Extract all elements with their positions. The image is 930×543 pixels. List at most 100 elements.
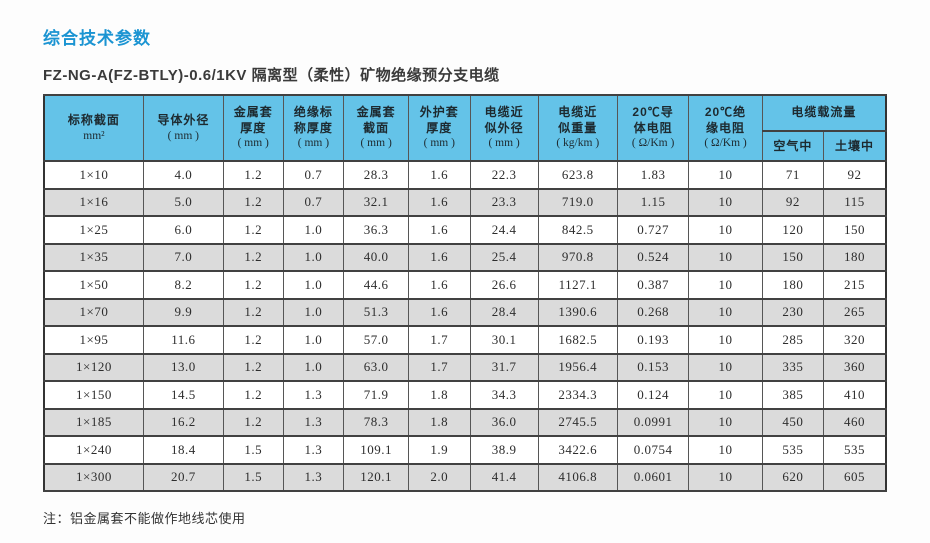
cell: 30.1: [469, 325, 539, 355]
cell: 150: [823, 215, 887, 245]
cell: 1.6: [408, 160, 471, 190]
cell: 842.5: [537, 215, 618, 245]
cell: 1.2: [222, 215, 284, 245]
cell: 1.5: [222, 462, 284, 492]
cell: 230: [761, 297, 825, 327]
cell: 115: [823, 187, 887, 217]
cell: 605: [823, 462, 887, 492]
column-header-1: 导体外径( mm ): [142, 94, 224, 162]
table-row: 1×95 11.6 1.2 1.0 57.0 1.7 30.1 1682.5 0.193 10 28…: [43, 325, 887, 355]
cell: 78.3: [343, 407, 410, 437]
cell: 0.7: [282, 187, 345, 217]
cell: 38.9: [469, 435, 539, 465]
cell: 215: [823, 270, 887, 300]
column-header-0: 标称截面 mm²: [43, 94, 144, 162]
cell: 4106.8: [537, 462, 618, 492]
table-row: 1×35 7.0 1.2 1.0 40.0 1.6 25.4 970.8 0.524 10 150 1…: [43, 242, 887, 272]
cell: 0.0991: [616, 407, 690, 437]
cell: 1.3: [282, 380, 345, 410]
cell: 10: [688, 270, 763, 300]
cell: 3422.6: [537, 435, 618, 465]
row-label: 1×50: [43, 270, 144, 300]
cell: 1.2: [222, 380, 284, 410]
row-label: 1×120: [43, 352, 144, 382]
cell: 0.727: [616, 215, 690, 245]
cell: 34.3: [469, 380, 539, 410]
cell: 0.124: [616, 380, 690, 410]
row-label: 1×185: [43, 407, 144, 437]
cell: 8.2: [142, 270, 224, 300]
cell: 385: [761, 380, 825, 410]
cell: 4.0: [142, 160, 224, 190]
cell: 1.3: [282, 407, 345, 437]
page-title: 综合技术参数: [43, 29, 151, 48]
cell: 1.8: [408, 407, 471, 437]
cell: 10: [688, 215, 763, 245]
cell: 16.2: [142, 407, 224, 437]
cell: 10: [688, 352, 763, 382]
cell: 1.3: [282, 435, 345, 465]
cell: 26.6: [469, 270, 539, 300]
cell: 36.0: [469, 407, 539, 437]
cell: 2.0: [408, 462, 471, 492]
cell: 120.1: [343, 462, 410, 492]
cell: 0.524: [616, 242, 690, 272]
cell: 10: [688, 160, 763, 190]
cell: 0.193: [616, 325, 690, 355]
cell: 1.6: [408, 242, 471, 272]
cell: 1.6: [408, 187, 471, 217]
cell: 360: [823, 352, 887, 382]
cell: 450: [761, 407, 825, 437]
spec-table-body: 1×10 4.0 1.2 0.7 28.3 1.6 22.3 623.8 1.83 10 71 92 1…: [43, 160, 887, 492]
cell: 1.0: [282, 215, 345, 245]
table-row: 1×16 5.0 1.2 0.7 32.1 1.6 23.3 719.0 1.15 10 92 115: [43, 187, 887, 217]
cell: 1.0: [282, 242, 345, 272]
table-row: 1×240 18.4 1.5 1.3 109.1 1.9 38.9 3422.6 0.0754 1…: [43, 435, 887, 465]
cell: 1.2: [222, 160, 284, 190]
cell: 0.0754: [616, 435, 690, 465]
cell: 1.2: [222, 242, 284, 272]
cell: 71.9: [343, 380, 410, 410]
column-header-6: 电缆近 似外径( mm ): [469, 94, 539, 162]
cell: 1.7: [408, 325, 471, 355]
column-header-2: 金属套 厚度( mm ): [222, 94, 284, 162]
cell: 25.4: [469, 242, 539, 272]
cell: 28.3: [343, 160, 410, 190]
cell: 57.0: [343, 325, 410, 355]
row-label: 1×10: [43, 160, 144, 190]
cell: 23.3: [469, 187, 539, 217]
row-label: 1×95: [43, 325, 144, 355]
cell: 10: [688, 462, 763, 492]
cell: 1.7: [408, 352, 471, 382]
cell: 11.6: [142, 325, 224, 355]
cell: 460: [823, 407, 887, 437]
table-row: 1×185 16.2 1.2 1.3 78.3 1.8 36.0 2745.5 0.0991 10…: [43, 407, 887, 437]
cell: 1.2: [222, 297, 284, 327]
cell: 410: [823, 380, 887, 410]
cell: 1.0: [282, 352, 345, 382]
column-header-5: 外护套 厚度( mm ): [408, 94, 471, 162]
cell: 1.0: [282, 325, 345, 355]
table-row: 1×70 9.9 1.2 1.0 51.3 1.6 28.4 1390.6 0.268 10 230…: [43, 297, 887, 327]
cell: 1956.4: [537, 352, 618, 382]
cell: 335: [761, 352, 825, 382]
cell: 22.3: [469, 160, 539, 190]
cell: 14.5: [142, 380, 224, 410]
cell: 535: [823, 435, 887, 465]
cell: 265: [823, 297, 887, 327]
cell: 28.4: [469, 297, 539, 327]
cell: 92: [823, 160, 887, 190]
cell: 44.6: [343, 270, 410, 300]
cell: 620: [761, 462, 825, 492]
cell: 63.0: [343, 352, 410, 382]
cell: 535: [761, 435, 825, 465]
table-row: 1×50 8.2 1.2 1.0 44.6 1.6 26.6 1127.1 0.387 10 180…: [43, 270, 887, 300]
cell: 20.7: [142, 462, 224, 492]
row-label: 1×16: [43, 187, 144, 217]
row-label: 1×300: [43, 462, 144, 492]
footnote: 注：铝金属套不能做作地线芯使用: [43, 511, 246, 526]
cell: 285: [761, 325, 825, 355]
row-label: 1×240: [43, 435, 144, 465]
cell: 40.0: [343, 242, 410, 272]
column-header-7: 电缆近 似重量( kg/km ): [537, 94, 618, 162]
